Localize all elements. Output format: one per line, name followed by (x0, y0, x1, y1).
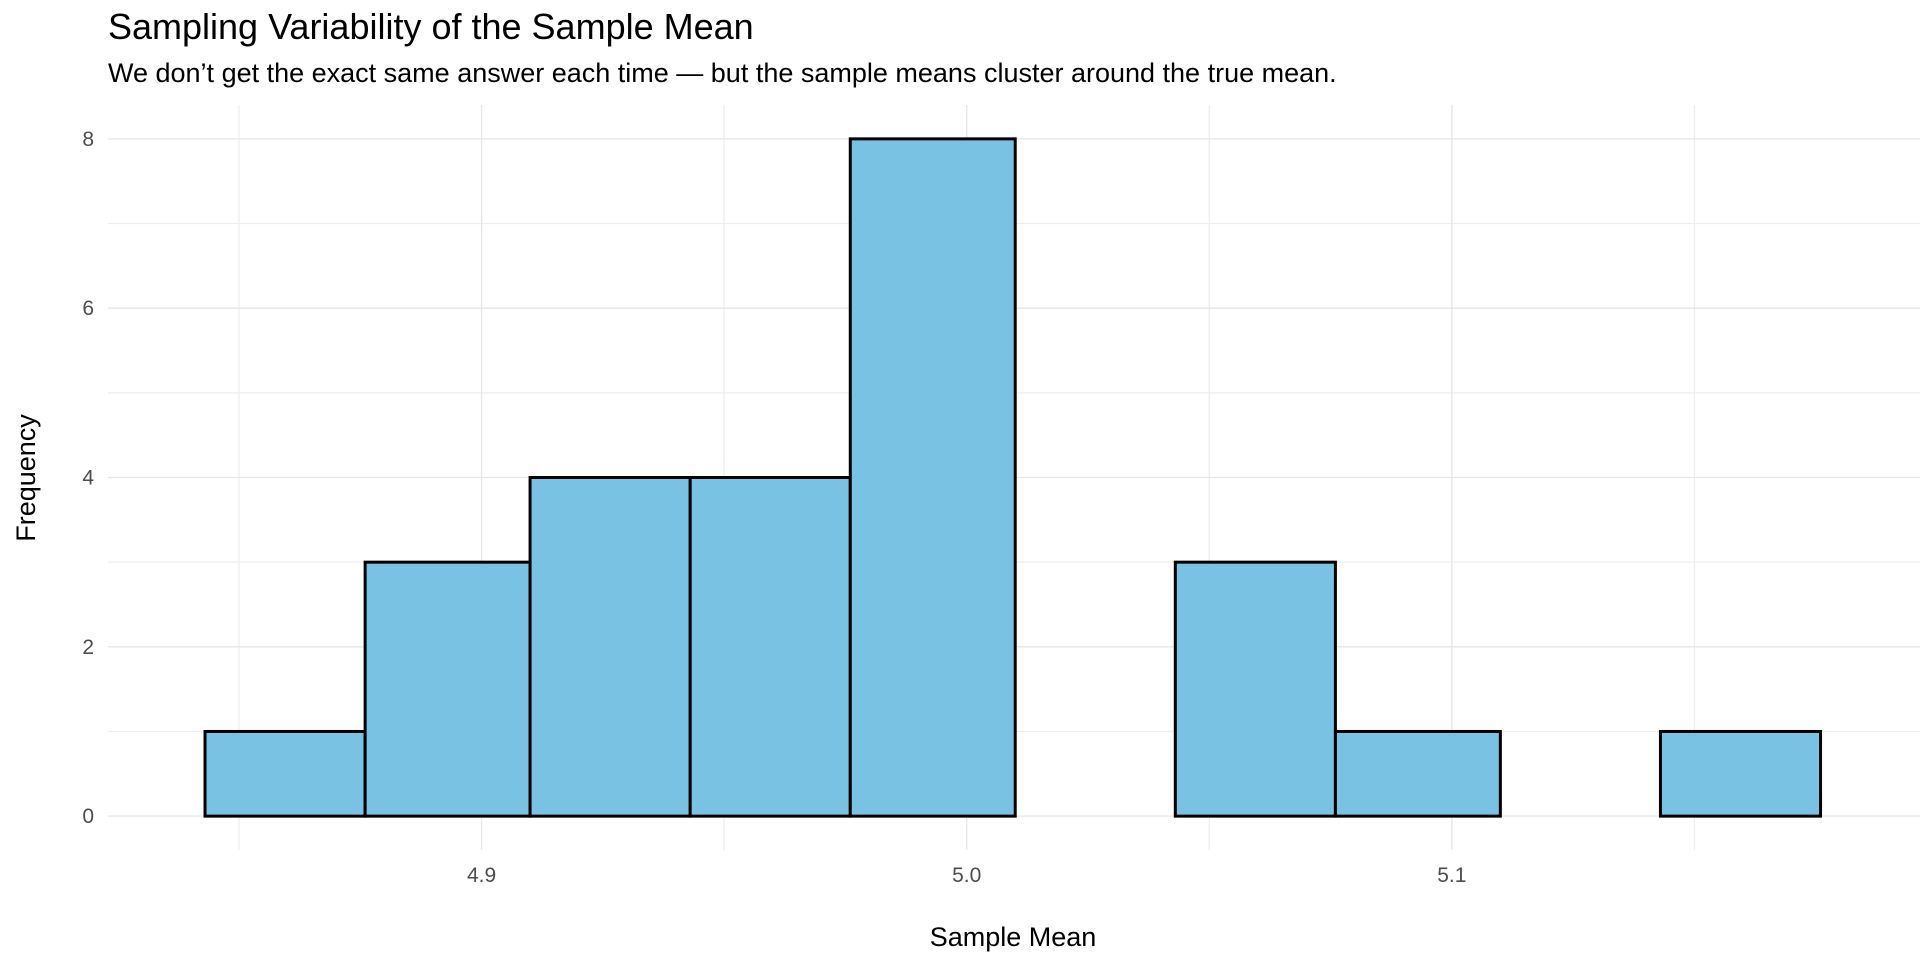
x-tick-label: 4.9 (467, 864, 496, 887)
histogram-bar (203, 729, 367, 818)
x-axis-title: Sample Mean (930, 922, 1097, 952)
chart-title: Sampling Variability of the Sample Mean (108, 6, 754, 47)
histogram-bar (528, 476, 692, 818)
y-tick-label: 2 (82, 636, 94, 659)
histogram-bar (1658, 729, 1823, 818)
y-tick-label: 6 (82, 297, 94, 320)
histogram-bar (848, 137, 1017, 818)
histogram-bar (688, 476, 852, 818)
histogram-bar (1333, 729, 1502, 818)
y-axis-title: Frequency (11, 414, 41, 542)
x-tick-label: 5.1 (1437, 864, 1466, 887)
chart-subtitle: We don’t get the exact same answer each … (108, 58, 1337, 88)
tick-label-layer: 0 2 4 6 8 4.9 5.0 5.1 (82, 128, 1466, 887)
x-tick-label: 5.0 (952, 864, 981, 887)
y-tick-label: 8 (82, 128, 94, 151)
y-tick-label: 0 (82, 805, 94, 828)
histogram-bar (363, 560, 532, 818)
y-tick-label: 4 (82, 467, 94, 490)
bar-layer (203, 137, 1823, 818)
histogram-bar (1173, 560, 1337, 818)
